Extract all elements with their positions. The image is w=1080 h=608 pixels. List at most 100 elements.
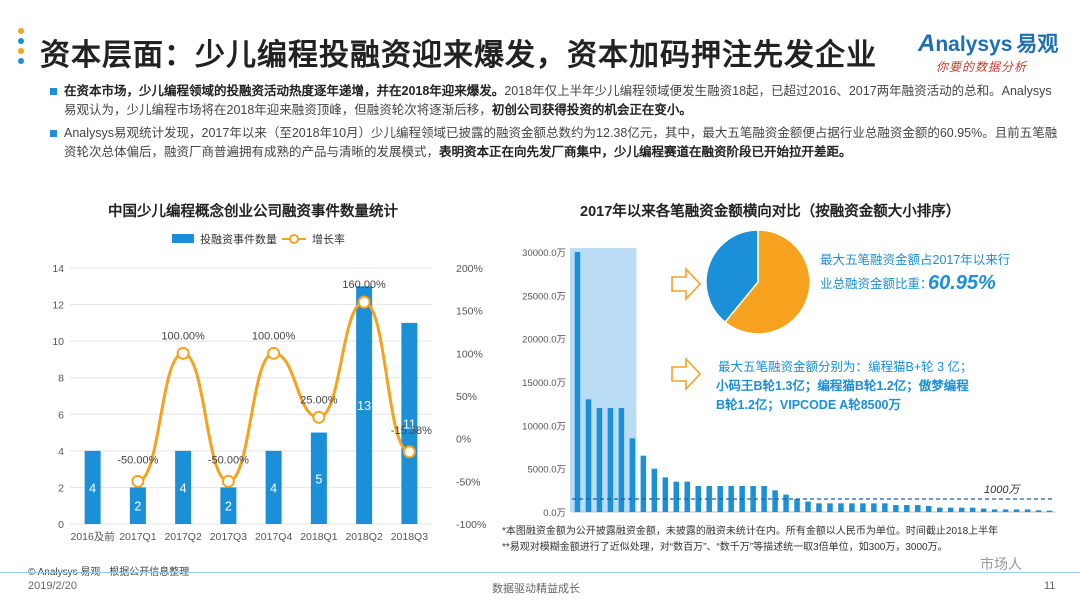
y-tick-label: 6: [58, 409, 64, 421]
bullet-1: 在资本市场，少儿编程领域的投融资活动热度逐年递增，并在2018年迎来爆发。201…: [50, 82, 1060, 120]
y-tick-label: 15000.0万: [522, 378, 566, 389]
bar-value-label: 2: [134, 500, 141, 514]
amount-bar: [926, 505, 932, 512]
note-line-2: **易观对模糊金额进行了近似处理，对“数百万”、“数千万”等描述统一取3倍单位，…: [502, 542, 948, 553]
footer-slogan: 数据驱动精益成长: [492, 583, 580, 595]
amount-bar: [783, 494, 789, 512]
bullet-1-lead: 在资本市场，少儿编程领域的投融资活动热度逐年递增，并在2018年迎来爆发。: [64, 84, 505, 98]
bar-value-label: 13: [357, 399, 371, 413]
bar: [129, 487, 146, 524]
amount-bar: [882, 503, 888, 512]
legend-bar-swatch: [172, 234, 194, 243]
amount-bar: [947, 507, 954, 512]
summary-bullets: 在资本市场，少儿编程领域的投融资活动热度逐年递增，并在2018年迎来爆发。201…: [50, 82, 1060, 166]
arrow-right-icon: [671, 356, 702, 392]
growth-rate-label: 100.00%: [252, 330, 296, 342]
x-tick-label: 2017Q4: [255, 531, 293, 543]
y-tick-label: 5000.0万: [527, 465, 566, 476]
y-tick-label: 8: [58, 373, 64, 385]
amount-bar: [849, 503, 855, 512]
amount-bar: [629, 438, 636, 512]
growth-rate-marker: [131, 474, 145, 488]
amount-bar: [1024, 509, 1031, 512]
amount-bar: [1035, 510, 1042, 512]
growth-rate-label: 100.00%: [161, 330, 205, 342]
bar: [220, 487, 237, 524]
legend-line-label: 增长率: [312, 232, 345, 246]
footer-divider: [0, 572, 1080, 573]
bar-value-label: 4: [270, 481, 277, 495]
amount-bar: [969, 507, 976, 512]
y2-tick-label: 0%: [456, 434, 471, 446]
amount-bar: [662, 477, 669, 512]
bar-value-label: 2: [225, 500, 232, 514]
y-tick-label: 4: [58, 446, 64, 458]
bullet-1-body: 2018年仅上半年少儿编程领域便发生融资18起，已超过2016、2017两年融资…: [64, 84, 1052, 117]
pie-percentage: 60.95%: [928, 272, 996, 294]
amount-bar: [816, 503, 822, 512]
footer-date: 2019/2/20: [28, 580, 77, 592]
legend-line-marker: [289, 234, 299, 244]
pie-slice: [723, 229, 811, 335]
growth-rate-label: -15.38%: [391, 425, 432, 437]
chart-notes: *本图融资金额为公开披露融资金额，未披露的融资未统计在内。所有金额以人民币为单位…: [502, 524, 1072, 556]
logo-brand-cn: 易观: [1016, 33, 1059, 56]
y2-tick-label: 150%: [456, 306, 483, 318]
amount-bar: [915, 505, 921, 512]
page-title: 资本层面：少儿编程投融资迎来爆发，资本加码押注先发企业: [40, 39, 877, 72]
logo-slogan: 你要的数据分析: [936, 60, 1028, 74]
y-tick-label: 10: [52, 336, 64, 348]
growth-rate-marker: [312, 410, 326, 424]
x-tick-label: 2016及前: [70, 530, 114, 543]
y2-tick-label: -100%: [456, 519, 486, 531]
x-tick-label: 2018Q1: [300, 531, 338, 543]
amount-bar: [1013, 509, 1020, 512]
y-tick-label: 10000.0万: [522, 421, 566, 432]
bar: [175, 450, 192, 524]
growth-rate-marker: [176, 346, 190, 360]
reference-line-label: 1000万: [984, 484, 1021, 496]
amount-bar: [893, 505, 899, 512]
amount-bar: [618, 408, 625, 512]
growth-rate-label: 160.00%: [342, 279, 386, 291]
pie-caption-line2: 业总融资金额比重：: [820, 276, 933, 291]
bar: [265, 450, 282, 524]
growth-rate-marker: [402, 445, 416, 459]
bullet-2: Analysys易观统计发现，2017年以来（至2018年10月）少儿编程领域已…: [50, 124, 1060, 162]
bar: [401, 322, 418, 524]
funding-events-chart: 投融资事件数量 增长率 0 2 4 6 8 10 12 14 -100% -50% 0% 50% 100% 1…: [52, 232, 486, 543]
right-chart-title: 2017年以来各笔融资金额横向对比（按融资金额大小排序）: [580, 204, 961, 220]
growth-rate-label: -50.00%: [117, 454, 158, 466]
x-tick-label: 2018Q2: [345, 531, 383, 543]
watermark-text: 市场人: [980, 556, 1022, 572]
y-tick-label: 12: [52, 300, 64, 312]
amount-bar: [794, 499, 800, 512]
bar-value-label: 4: [89, 481, 96, 495]
top5-line3: B轮1.2亿；VIPCODE A轮8500万: [716, 397, 901, 412]
y-tick-label: 2: [58, 482, 64, 494]
analysys-logo: Analysys 易观 你要的数据分析: [918, 28, 1068, 78]
amount-bar: [684, 481, 691, 512]
amount-bar: [574, 252, 581, 512]
amount-bar: [772, 490, 778, 512]
y-tick-label: 0.0万: [543, 508, 566, 519]
source-text: © Analysys 易观 · 根据公开信息整理: [28, 563, 189, 578]
growth-rate-marker: [221, 474, 235, 488]
amount-bar: [706, 486, 712, 512]
amount-bar: [750, 486, 756, 512]
y2-tick-label: -50%: [456, 476, 481, 488]
legend-bar-label: 投融资事件数量: [200, 232, 277, 246]
pie-caption-line1: 最大五笔融资金额占2017年以来行: [820, 252, 1010, 267]
y-tick-label: 25000.0万: [522, 291, 566, 302]
amount-bar: [860, 503, 866, 512]
funding-amount-chart: 0.0万 5000.0万 10000.0万 15000.0万 20000.0万 25000…: [522, 229, 1055, 519]
note-line-1: *本图融资金额为公开披露融资金额，未披露的融资未统计在内。所有金额以人民币为单位…: [502, 526, 999, 537]
amount-bar: [596, 408, 603, 512]
amount-bar: [805, 501, 811, 512]
amount-bar: [958, 507, 965, 512]
bar-value-label: 5: [315, 472, 322, 486]
x-tick-label: 2018Q3: [391, 531, 429, 543]
amount-bar: [607, 408, 614, 512]
bar: [356, 286, 373, 524]
bar-value-label: 11: [403, 417, 416, 431]
